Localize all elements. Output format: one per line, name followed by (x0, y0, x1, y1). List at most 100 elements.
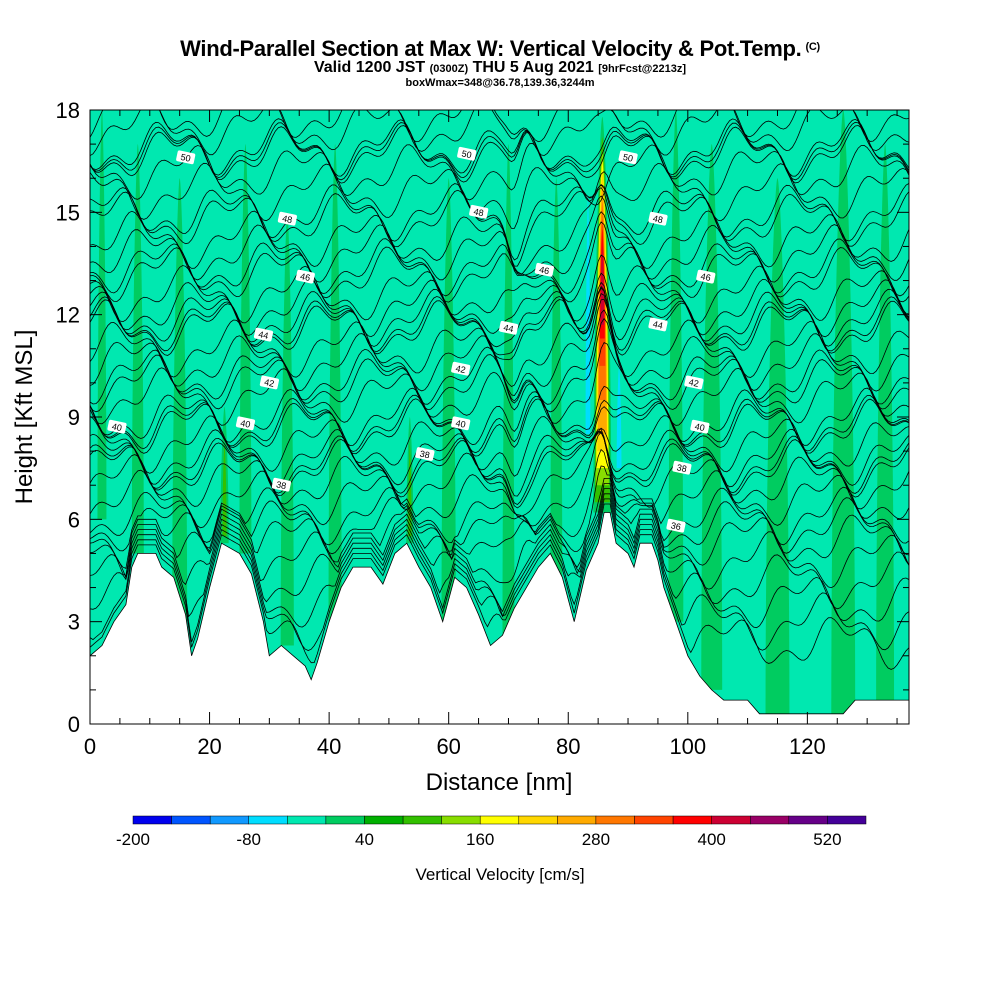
isentrope-label-5: 48 (648, 211, 668, 226)
isentrope-line-25 (90, 195, 909, 283)
isentrope-label-text: 46 (299, 271, 311, 283)
isentrope-line-1 (90, 121, 909, 181)
isentrope-label-text: 40 (111, 421, 123, 433)
colorbar-swatch-13 (634, 815, 674, 825)
colorbar-tick-label: 160 (466, 830, 494, 849)
x-tick-label: 0 (84, 734, 96, 759)
isentrope-line-3 (90, 183, 909, 261)
colorbar-swatch-15 (711, 815, 751, 825)
isentrope-label-text: 50 (622, 152, 634, 164)
updraft-plume-16 (831, 110, 856, 714)
updraft-plume-1 (131, 144, 144, 554)
isentrope-label-2: 50 (618, 150, 638, 165)
isentrope-label-bg (618, 150, 638, 165)
isentrope-line-9 (90, 285, 909, 356)
isentrope-label-text: 46 (700, 271, 712, 283)
isentrope-line-21 (90, 110, 909, 143)
chart-title-text: Wind-Parallel Section at Max W: Vertical… (180, 36, 802, 61)
isentrope-line-37 (90, 493, 909, 629)
updraft-plume-2 (172, 178, 188, 622)
valid-time: Valid 1200 JST (313, 59, 426, 76)
colorbar-swatch-3 (248, 815, 288, 825)
colorbar-tick-label: 400 (698, 830, 726, 849)
isentrope-label-bg (690, 419, 710, 434)
colorbar-tick-label: -80 (236, 830, 261, 849)
isentrope-label-bg (259, 375, 279, 390)
colorbar-title: Vertical Velocity [cm/s] (415, 865, 584, 884)
isentrope-label-text: 38 (275, 479, 287, 491)
isentrope-label-17: 40 (451, 416, 471, 431)
isentrope-label-bg (295, 269, 315, 284)
isentrope-label-text: 44 (652, 319, 664, 331)
colorbar-swatch-14 (672, 815, 712, 825)
isentrope-line-22 (90, 142, 909, 206)
isentrope-line-18 (90, 430, 909, 509)
colorbar-swatch-6 (364, 815, 404, 825)
isentrope-label-bg (534, 262, 554, 277)
y-tick-label: 15 (56, 200, 80, 225)
updraft-plume-6 (280, 212, 294, 646)
isentrope-label-bg (451, 361, 471, 376)
y-axis-title: Height [Kft MSL] (11, 330, 38, 505)
colorbar-swatch-12 (595, 815, 635, 825)
colorbar-tick-label: 40 (355, 830, 374, 849)
isentrope-label-19: 38 (271, 477, 291, 492)
colorbar-swatch-0 (132, 815, 172, 825)
downdraft-right (616, 365, 622, 469)
y-tick-label: 9 (68, 405, 80, 430)
isentrope-contours: 50 50 50 48 48 48 46 46 46 44 44 44 42 42 42 40 40 40 40 38… (90, 110, 909, 670)
isentrope-line-39 (90, 503, 909, 670)
isentrope-line-30 (90, 415, 909, 477)
updraft-plume-15 (765, 178, 790, 714)
isentrope-label-text: 48 (281, 213, 293, 225)
y-tick-label: 12 (56, 303, 80, 328)
colorbar-swatch-5 (325, 815, 365, 825)
isentrope-line-34 (90, 478, 909, 569)
isentrope-label-12: 42 (259, 375, 279, 390)
y-tick-label: 18 (56, 98, 80, 123)
isentrope-label-bg (696, 269, 716, 284)
x-tick-label: 80 (556, 734, 580, 759)
colorbar-swatch-1 (171, 815, 211, 825)
x-tick-label: 60 (436, 734, 460, 759)
isentrope-label-text: 40 (455, 418, 467, 430)
isentrope-line-29 (90, 341, 909, 426)
colorbar-tick-label: -200 (116, 830, 150, 849)
isentrope-label-bg (107, 419, 127, 434)
isentrope-label-14: 42 (684, 375, 704, 390)
x-tick-label: 20 (197, 734, 221, 759)
isentrope-line-0 (90, 118, 909, 177)
colorbar-tick-label: 280 (582, 830, 610, 849)
isentrope-label-bg (648, 317, 668, 332)
x-axis-title: Distance [nm] (426, 769, 573, 796)
isentrope-line-4 (90, 184, 909, 267)
box-info: boxWmax=348@36.78,139.36,3244m (405, 77, 595, 89)
isentrope-label-bg (253, 327, 274, 342)
isentrope-label-text: 42 (263, 377, 275, 389)
y-tick-label: 3 (68, 610, 80, 635)
isentrope-line-33 (90, 448, 909, 546)
isentrope-label-bg (457, 146, 477, 161)
isentrope-label-text: 48 (473, 206, 485, 218)
isentrope-label-text: 42 (688, 377, 700, 389)
isentrope-label-0: 50 (176, 150, 196, 165)
isentrope-label-text: 38 (419, 449, 431, 461)
y-tick-label: 6 (68, 507, 80, 532)
isentrope-label-9: 44 (253, 327, 274, 342)
colorbar-swatch-18 (827, 815, 867, 825)
isentrope-line-35 (90, 483, 909, 590)
isentrope-label-bg (271, 477, 291, 492)
isentrope-label-text: 50 (461, 148, 473, 160)
copyright-mark: (C) (805, 41, 820, 53)
colorbar-swatch-8 (441, 815, 481, 825)
isentrope-line-15 (90, 398, 909, 457)
y-tick-label: 0 (68, 712, 80, 737)
x-tick-label: 100 (669, 734, 706, 759)
isentrope-label-4: 48 (469, 204, 489, 219)
valid-date: THU 5 Aug 2021 (472, 59, 594, 76)
isentrope-label-text: 48 (652, 213, 664, 225)
colorbar-swatch-7 (402, 815, 442, 825)
isentrope-label-15: 40 (107, 419, 127, 434)
